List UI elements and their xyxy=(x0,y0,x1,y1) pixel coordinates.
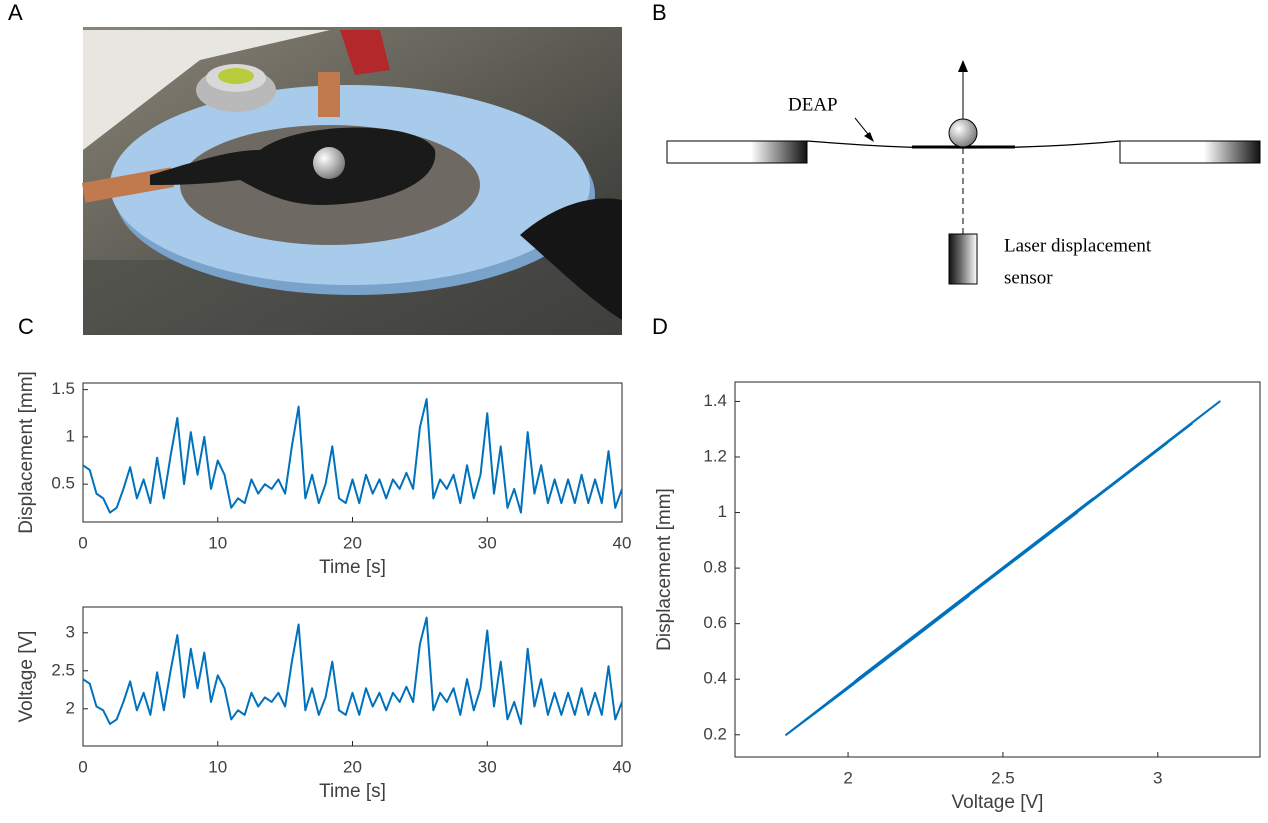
x-axis-label: Voltage [V] xyxy=(952,792,1044,813)
panel-label: D xyxy=(652,314,668,339)
y-tick-label: 0.8 xyxy=(703,558,727,577)
axes-box xyxy=(734,381,1261,758)
x-tick-label: 20 xyxy=(343,757,362,776)
data-line xyxy=(785,400,1221,736)
panel-label: A xyxy=(8,0,23,25)
y-tick-label: 0.4 xyxy=(703,669,727,688)
x-tick-label: 20 xyxy=(343,533,362,552)
x-tick-label: 0 xyxy=(78,533,87,552)
x-axis-label: Time [s] xyxy=(319,781,386,802)
y-axis-label: Displacement [mm] xyxy=(16,371,37,534)
x-tick-label: 40 xyxy=(613,757,632,776)
y-tick-label: 0.6 xyxy=(703,613,727,632)
y-tick-label: 2.5 xyxy=(51,660,75,679)
y-axis-label: Voltage [V] xyxy=(16,631,37,723)
panel-label: C xyxy=(18,314,34,339)
x-tick-label: 0 xyxy=(78,757,87,776)
data-line xyxy=(82,398,623,514)
membrane-label: DEAP xyxy=(788,94,838,115)
y-tick-label: 1 xyxy=(66,426,75,445)
y-tick-label: 1 xyxy=(718,502,727,521)
x-tick-label: 3 xyxy=(1153,768,1162,787)
x-tick-label: 10 xyxy=(208,533,227,552)
axes-box xyxy=(82,606,623,747)
x-tick-label: 30 xyxy=(478,757,497,776)
sensor-label: Laser displacement xyxy=(1004,235,1152,256)
y-tick-label: 1.2 xyxy=(703,446,727,465)
x-tick-label: 30 xyxy=(478,533,497,552)
axes-box xyxy=(82,382,623,523)
y-tick-label: 3 xyxy=(66,622,75,641)
y-tick-label: 0.5 xyxy=(51,474,75,493)
panel-label: B xyxy=(652,0,667,25)
sensor-label: sensor xyxy=(1004,267,1053,288)
y-axis-label: Displacement [mm] xyxy=(654,488,675,651)
x-tick-label: 2 xyxy=(843,768,852,787)
y-tick-label: 1.5 xyxy=(51,379,75,398)
diagram: DEAP Laser displacement sensor xyxy=(666,60,1261,288)
y-tick-label: 0.2 xyxy=(703,724,727,743)
photo xyxy=(81,27,622,335)
data-line xyxy=(82,616,623,725)
x-tick-label: 2.5 xyxy=(991,768,1015,787)
x-tick-label: 40 xyxy=(613,533,632,552)
x-tick-label: 10 xyxy=(208,757,227,776)
x-axis-label: Time [s] xyxy=(319,557,386,578)
y-tick-label: 2 xyxy=(66,698,75,717)
y-tick-label: 1.4 xyxy=(703,391,727,410)
